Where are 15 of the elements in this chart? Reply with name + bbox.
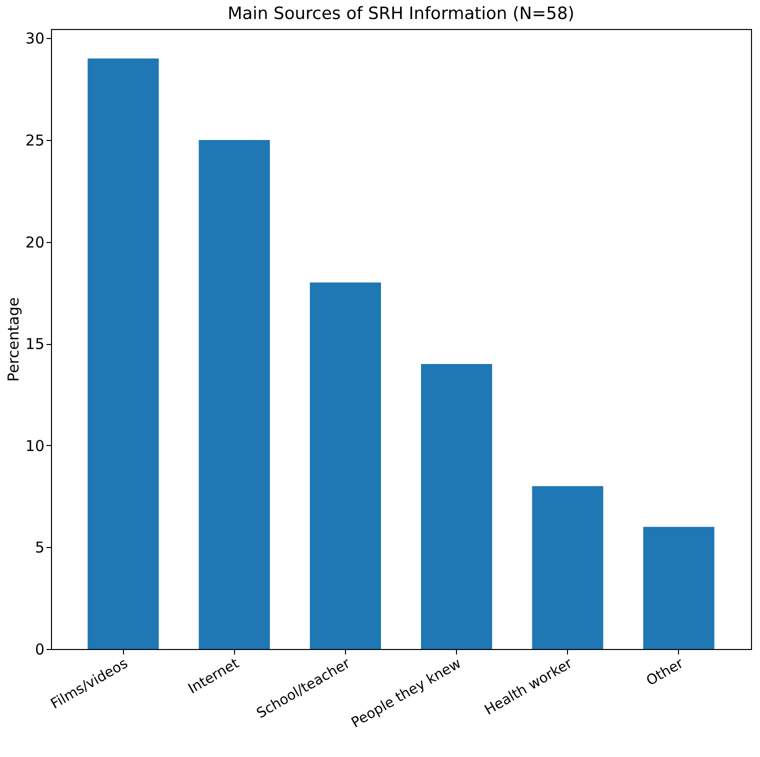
y-tick-label: 5 bbox=[34, 538, 44, 557]
chart-title: Main Sources of SRH Information (N=58) bbox=[228, 4, 574, 24]
bar bbox=[421, 364, 492, 649]
y-tick-label: 0 bbox=[34, 640, 44, 658]
bar bbox=[643, 526, 714, 649]
y-tick-label: 25 bbox=[25, 131, 44, 150]
y-tick-label: 10 bbox=[25, 436, 44, 455]
y-tick-label: 20 bbox=[25, 233, 44, 252]
y-axis-title: Percentage bbox=[4, 297, 22, 382]
y-tick-label: 30 bbox=[25, 30, 44, 48]
y-tick-label: 15 bbox=[25, 335, 44, 354]
bar bbox=[532, 486, 604, 649]
bar bbox=[310, 282, 381, 649]
bar bbox=[88, 58, 159, 649]
bar bbox=[198, 140, 270, 649]
